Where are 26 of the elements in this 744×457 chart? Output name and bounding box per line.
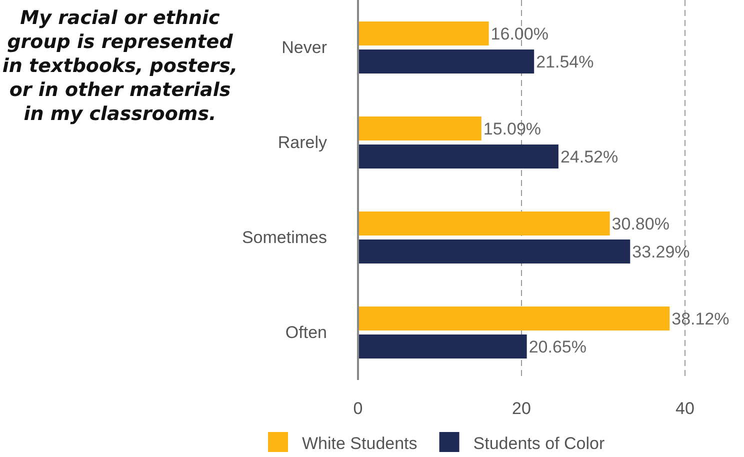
legend-label: White Students: [302, 434, 418, 453]
x-tick-label: 20: [512, 399, 531, 418]
data-label: 24.52%: [560, 148, 618, 166]
data-label: 30.80%: [612, 214, 670, 234]
data-label: 15.09%: [483, 120, 542, 138]
bar: [358, 116, 482, 140]
bar: [358, 334, 527, 358]
bar: [358, 22, 489, 46]
y-tick-label: Never: [282, 38, 328, 57]
data-label: 16.00%: [490, 24, 548, 44]
text: My racial or ethnic group is represented in textbooks, posters, or in other materials in my classrooms.: [1, 6, 239, 126]
y-tick-label: Sometimes: [242, 228, 327, 247]
bar: [358, 212, 610, 236]
bar: [358, 240, 630, 264]
legend-label: Students of Color: [473, 434, 605, 453]
x-tick-label: 40: [676, 399, 694, 418]
bar: [358, 306, 670, 330]
bar: [358, 50, 534, 74]
data-label: 21.54%: [536, 52, 594, 72]
data-label: 33.29%: [632, 242, 690, 262]
y-tick-label: Often: [285, 322, 327, 342]
y-tick-label: Rarely: [278, 132, 328, 152]
x-tick-label: 0: [353, 399, 363, 418]
bar: [358, 144, 558, 168]
data-label: 20.65%: [528, 338, 586, 356]
data-label: 38.12%: [672, 310, 730, 328]
